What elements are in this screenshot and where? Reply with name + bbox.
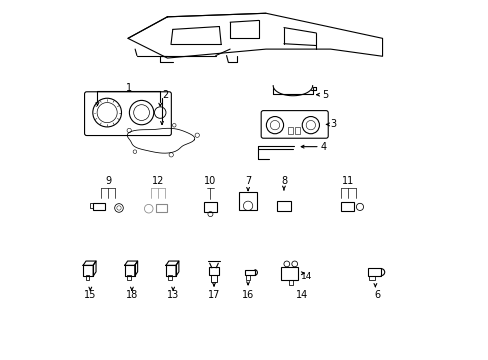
Bar [287, 127, 293, 134]
Bar [168, 275, 172, 280]
Bar [368, 276, 374, 280]
Bar [281, 267, 298, 280]
Bar [85, 275, 89, 280]
Bar [203, 202, 217, 212]
Bar [156, 204, 167, 212]
Bar [295, 127, 300, 134]
Bar [239, 192, 257, 211]
Text: 18: 18 [125, 291, 138, 301]
Bar [341, 202, 353, 211]
Bar [90, 203, 93, 208]
Text: 6: 6 [373, 291, 380, 301]
Text: 9: 9 [105, 176, 111, 186]
Text: 4: 4 [321, 141, 326, 152]
Bar [93, 203, 105, 211]
Bar [289, 280, 292, 285]
Text: 7: 7 [244, 176, 251, 186]
Text: 2: 2 [162, 90, 168, 100]
Text: 15: 15 [84, 291, 96, 301]
Bar [367, 268, 380, 276]
Bar [244, 270, 254, 275]
Text: 10: 10 [204, 176, 216, 186]
Text: 11: 11 [342, 176, 354, 186]
Text: 13: 13 [167, 291, 179, 301]
Text: 8: 8 [280, 176, 286, 186]
Text: 5: 5 [321, 90, 327, 100]
Bar [246, 275, 249, 280]
Bar [276, 201, 290, 211]
Text: 1: 1 [126, 83, 132, 93]
Text: 14: 14 [295, 291, 307, 301]
Bar [211, 275, 217, 282]
Text: 16: 16 [242, 291, 254, 301]
Bar [127, 275, 131, 280]
Text: 3: 3 [330, 120, 336, 129]
Text: 12: 12 [151, 176, 163, 186]
Text: 14: 14 [300, 272, 312, 281]
Bar [209, 267, 218, 275]
Text: 17: 17 [207, 291, 220, 301]
